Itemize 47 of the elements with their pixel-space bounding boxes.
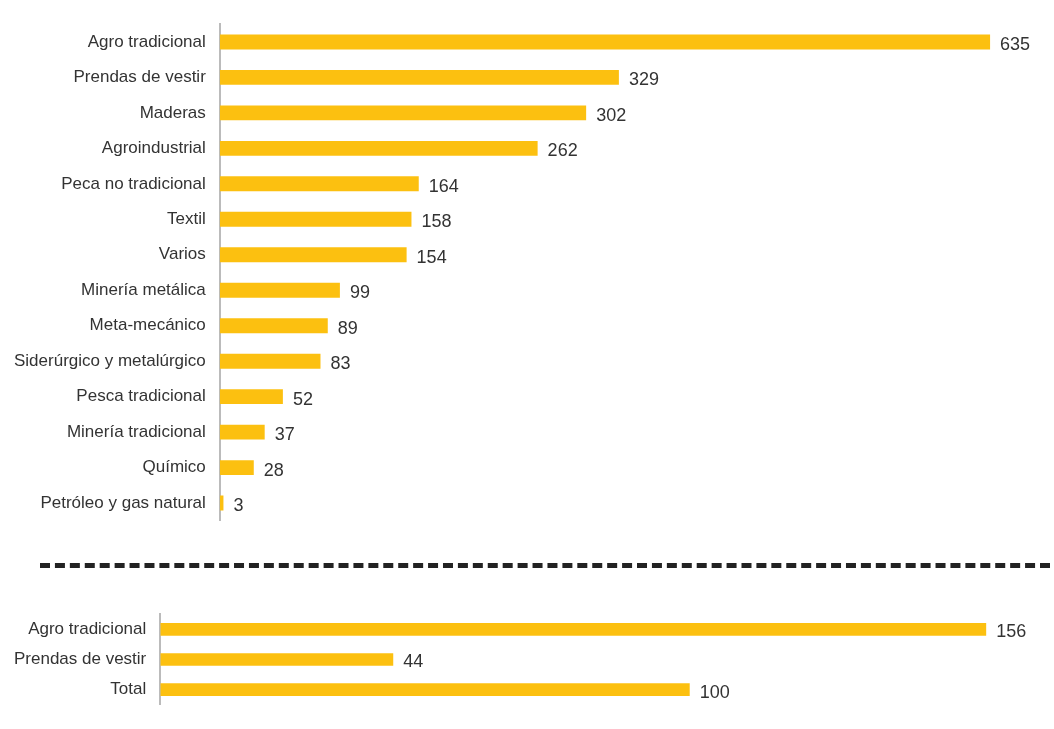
data-label: 154 <box>416 246 447 267</box>
data-label: 44 <box>403 651 424 672</box>
bar <box>219 389 283 405</box>
data-label: 158 <box>421 211 452 232</box>
bar <box>219 353 321 369</box>
y-tick-label: Peca no tradicional <box>61 173 206 193</box>
bar <box>219 282 340 298</box>
data-label: 52 <box>292 388 313 409</box>
y-tick-label: Pesca tradicional <box>76 386 206 406</box>
bar <box>219 140 538 156</box>
y-tick-label: Total <box>110 679 147 699</box>
data-label: 99 <box>349 282 370 303</box>
y-tick-label: Prendas de vestir <box>13 649 147 669</box>
data-label: 37 <box>274 424 295 445</box>
data-label: 156 <box>996 621 1027 642</box>
y-tick-label: Meta-mecánico <box>89 315 206 335</box>
y-tick-label: Textil <box>167 208 206 228</box>
bar <box>219 176 419 192</box>
y-tick-label: Varios <box>158 244 206 264</box>
bar <box>219 424 265 440</box>
bar <box>219 247 407 263</box>
data-label: 262 <box>547 140 578 161</box>
data-label: 89 <box>337 317 358 338</box>
data-label: 635 <box>1000 33 1031 54</box>
y-tick-label: Agro tradicional <box>87 31 206 51</box>
bar <box>219 318 328 334</box>
y-tick-label: Agroindustrial <box>101 138 206 158</box>
data-label: 302 <box>596 104 627 125</box>
y-tick-label: Siderúrgico y metalúrgico <box>13 350 206 370</box>
y-tick-label: Minería tradicional <box>66 421 206 441</box>
bar <box>219 69 619 85</box>
data-label: 83 <box>330 353 351 374</box>
data-label: 28 <box>263 459 284 480</box>
bar <box>219 105 587 121</box>
bar <box>219 211 412 227</box>
data-label: 164 <box>428 175 459 196</box>
y-tick-label: Petróleo y gas natural <box>40 492 206 512</box>
bar <box>219 34 991 50</box>
data-label: 3 <box>233 495 244 516</box>
data-label: 100 <box>699 681 730 702</box>
y-tick-label: Maderas <box>139 102 206 122</box>
bar <box>219 460 254 476</box>
y-tick-label: Minería metálica <box>81 279 207 299</box>
data-label: 329 <box>628 69 659 90</box>
y-tick-label: Prendas de vestir <box>73 67 207 87</box>
y-tick-label: Químico <box>142 457 206 477</box>
y-tick-label: Agro tradicional <box>28 618 147 638</box>
